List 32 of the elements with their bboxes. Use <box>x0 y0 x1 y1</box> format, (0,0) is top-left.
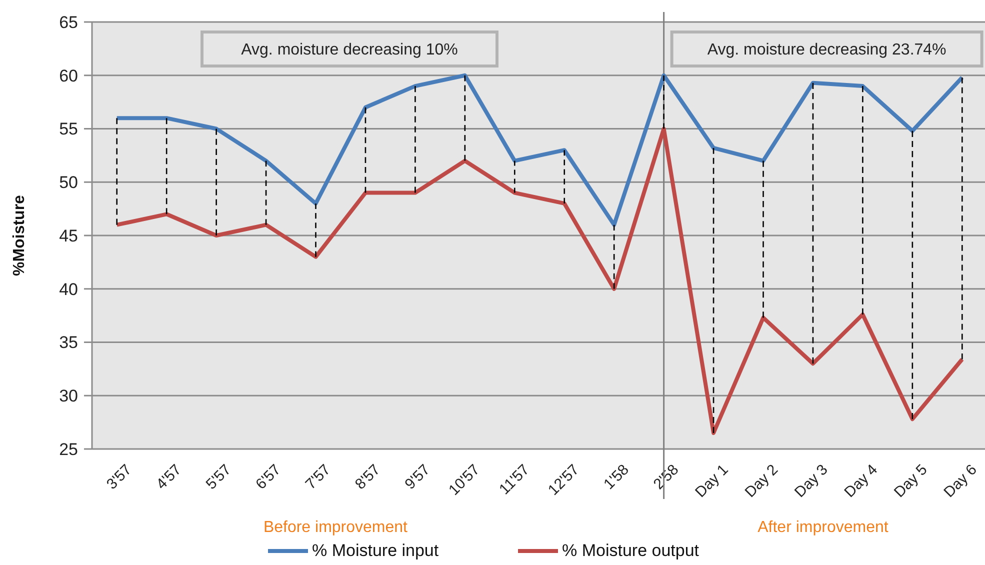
y-axis-title: %Moisture <box>11 194 28 276</box>
x-tick-label: Day 3 <box>791 461 832 501</box>
y-tick-label: 35 <box>59 333 78 352</box>
x-tick-label: Day 2 <box>742 461 782 501</box>
text: Before improvement <box>263 519 408 536</box>
y-tick-label: 65 <box>59 12 78 32</box>
y-tick-label: 50 <box>59 173 78 192</box>
y-tick-label: 60 <box>59 66 78 86</box>
annotation: Avg. moisture decreasing 23.74% <box>707 42 946 59</box>
y-tick-label: 40 <box>59 280 78 299</box>
x-tick-label: 8'57 <box>352 461 384 493</box>
line-series <box>114 126 964 435</box>
x-tick-label: 3'57 <box>103 461 136 493</box>
x-tick-label: 5'57 <box>202 461 235 493</box>
line-series <box>114 73 964 227</box>
x-tick-label: Day 1 <box>692 461 732 501</box>
x-tick-label: Day 5 <box>890 461 931 501</box>
y-tick-label: 55 <box>59 120 78 139</box>
legend-label: % Moisture input <box>312 541 439 560</box>
x-tick-label: Day 4 <box>841 461 881 501</box>
y-tick-label: 45 <box>59 226 78 246</box>
legend-label: % Moisture output <box>562 541 700 560</box>
x-tick-label: 6'57 <box>252 461 284 493</box>
x-tick-label: 9'57 <box>402 461 434 493</box>
x-tick-label: 1'58 <box>600 461 632 493</box>
y-tick-label: 25 <box>59 440 78 459</box>
x-tick-label: 4'57 <box>153 461 185 493</box>
y-tick-label: 30 <box>59 386 78 406</box>
text: After improvement <box>758 519 889 536</box>
annotation: Avg. moisture decreasing 10% <box>241 42 458 59</box>
x-tick-label: Day 6 <box>940 461 980 501</box>
x-tick-label: 7'57 <box>302 461 334 493</box>
